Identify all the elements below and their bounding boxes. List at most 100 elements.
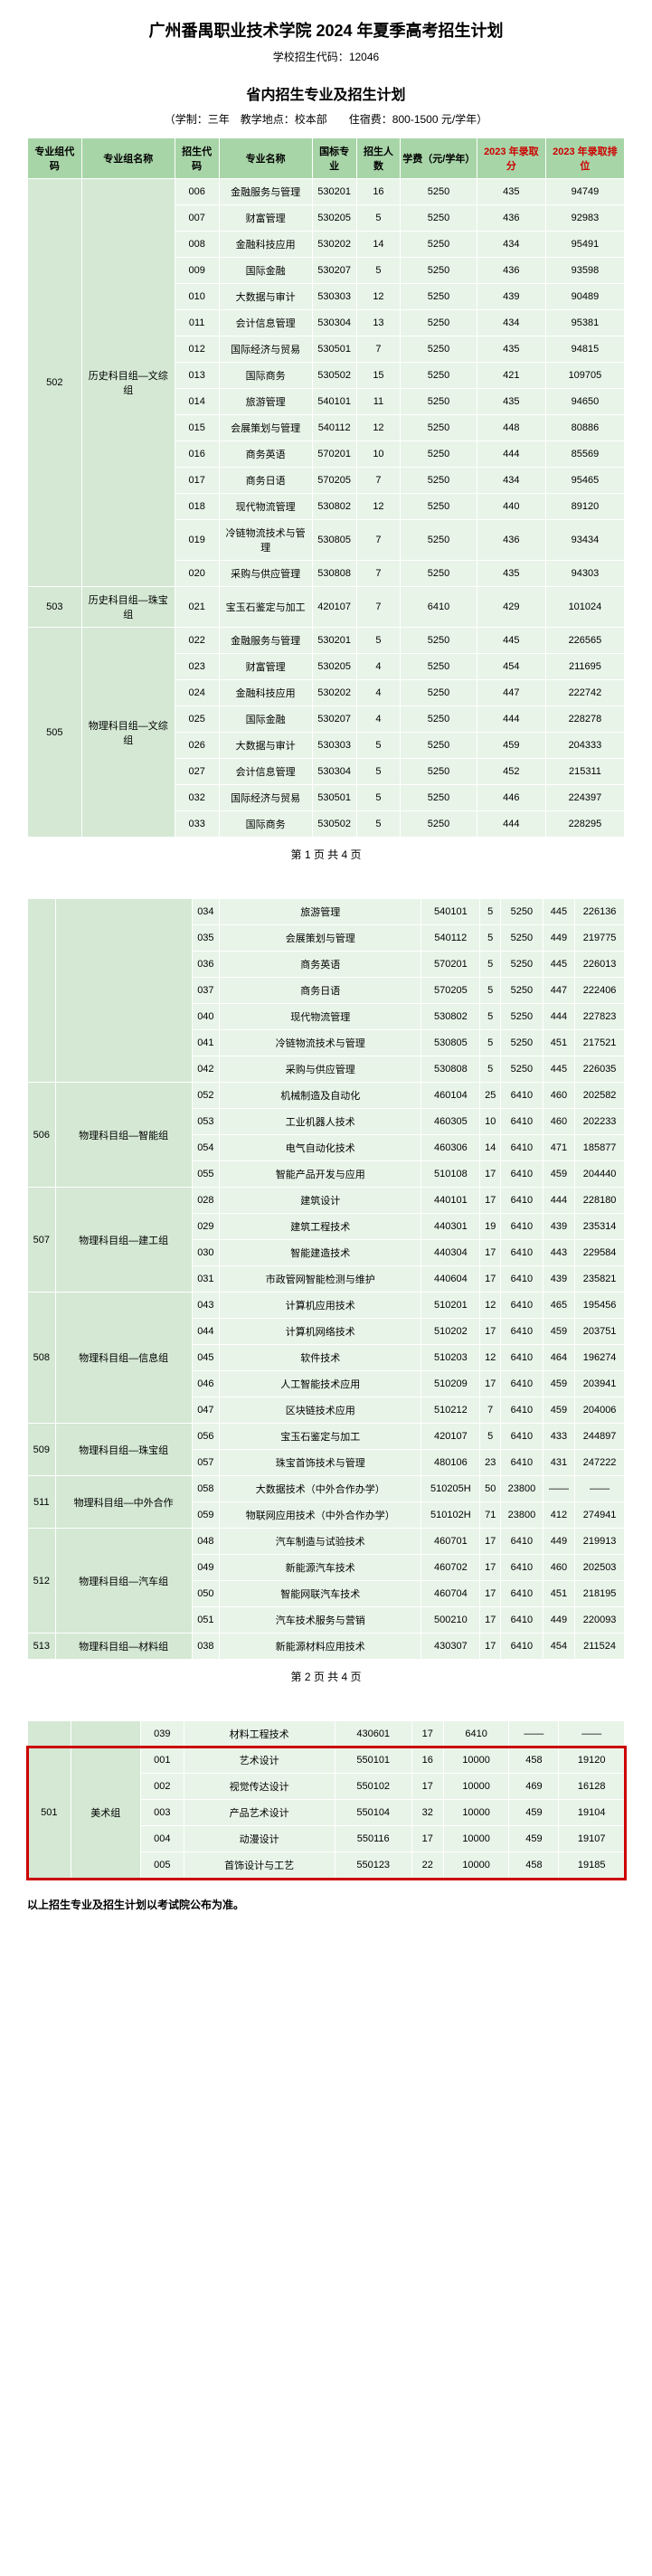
- cell: 50: [480, 1476, 501, 1502]
- cell: 14: [356, 232, 401, 258]
- cell: 5: [480, 1056, 501, 1083]
- cell: 5: [356, 733, 401, 759]
- cell: 冷链物流技术与管理: [220, 1030, 421, 1056]
- cell: 艺术设计: [184, 1747, 335, 1774]
- cell: 7: [356, 468, 401, 494]
- cell: 5250: [401, 310, 477, 336]
- th-fee: 学费（元/学年）: [401, 138, 477, 179]
- cell: 530201: [312, 179, 356, 205]
- cell: 10000: [443, 1852, 509, 1879]
- cell: 5250: [401, 441, 477, 468]
- cell: 软件技术: [220, 1345, 421, 1371]
- group-name-cell: 物理科目组—文综组: [81, 628, 175, 838]
- cell: 7: [356, 336, 401, 363]
- cell: 460104: [421, 1083, 480, 1109]
- cell: 440304: [421, 1240, 480, 1266]
- cell: 530201: [312, 628, 356, 654]
- cell: 458: [509, 1852, 559, 1879]
- page-3: 039材料工程技术430601176410———— 501美术组001艺术设计5…: [0, 1702, 652, 1888]
- cell: 006: [175, 179, 219, 205]
- cell: 202233: [575, 1109, 625, 1135]
- table-row: 039材料工程技术430601176410————: [28, 1721, 625, 1747]
- cell: 480106: [421, 1450, 480, 1476]
- cell: 204006: [575, 1397, 625, 1424]
- cell: 7: [356, 520, 401, 561]
- cell: 034: [192, 899, 220, 925]
- cell: 6410: [501, 1555, 543, 1581]
- cell: 区块链技术应用: [220, 1397, 421, 1424]
- cell: 037: [192, 978, 220, 1004]
- cell: 国际商务: [219, 811, 312, 838]
- cell: 222406: [575, 978, 625, 1004]
- cell: 94815: [545, 336, 624, 363]
- cell: 019: [175, 520, 219, 561]
- cell: 436: [477, 205, 545, 232]
- cell: 17: [480, 1555, 501, 1581]
- cell: 204440: [575, 1161, 625, 1188]
- cell: 93434: [545, 520, 624, 561]
- cell: 550102: [335, 1774, 411, 1800]
- cell: ——: [509, 1721, 559, 1747]
- cell: 530207: [312, 258, 356, 284]
- cell: 412: [543, 1502, 574, 1529]
- cell: 530207: [312, 706, 356, 733]
- meta-line: （学制：三年 教学地点：校本部 住宿费：800-1500 元/学年）: [27, 111, 625, 127]
- cell: 大数据与审计: [219, 284, 312, 310]
- cell: 5: [356, 258, 401, 284]
- cell: 5250: [401, 628, 477, 654]
- th-major: 专业名称: [219, 138, 312, 179]
- group-code-cell: 505: [28, 628, 82, 838]
- cell: 国际金融: [219, 258, 312, 284]
- cell: 宝玉石鉴定与加工: [219, 587, 312, 628]
- cell: 550101: [335, 1747, 411, 1774]
- cell: 550123: [335, 1852, 411, 1879]
- cell: 530205: [312, 205, 356, 232]
- cell: 452: [477, 759, 545, 785]
- cell: 043: [192, 1293, 220, 1319]
- cell: 047: [192, 1397, 220, 1424]
- cell: 17: [480, 1607, 501, 1634]
- cell: 5: [356, 759, 401, 785]
- cell: 530802: [312, 494, 356, 520]
- cell: 17: [480, 1529, 501, 1555]
- cell: ——: [559, 1721, 625, 1747]
- cell: 460305: [421, 1109, 480, 1135]
- cell: 6410: [501, 1188, 543, 1214]
- cell: 6410: [501, 1109, 543, 1135]
- cell: 建筑设计: [220, 1188, 421, 1214]
- cell: 440604: [421, 1266, 480, 1293]
- cell: 057: [192, 1450, 220, 1476]
- cell: 商务英语: [220, 952, 421, 978]
- cell: 6410: [501, 1083, 543, 1109]
- cell: 008: [175, 232, 219, 258]
- cell: 510102H: [421, 1502, 480, 1529]
- cell: 90489: [545, 284, 624, 310]
- cell: 219775: [575, 925, 625, 952]
- cell: 6410: [501, 1371, 543, 1397]
- pager-2: 第 2 页 共 4 页: [27, 1660, 625, 1693]
- cell: 439: [477, 284, 545, 310]
- cell: 5: [480, 952, 501, 978]
- cell: 71: [480, 1502, 501, 1529]
- cell: 016: [175, 441, 219, 468]
- cell: 421: [477, 363, 545, 389]
- pager-1: 第 1 页 共 4 页: [27, 838, 625, 871]
- th-rank: 2023 年录取排位: [545, 138, 624, 179]
- group-code-cell: 512: [28, 1529, 56, 1634]
- table-row: 034旅游管理54010155250445226136: [28, 899, 625, 925]
- cell: 448: [477, 415, 545, 441]
- cell: 053: [192, 1109, 220, 1135]
- cell: 196274: [575, 1345, 625, 1371]
- cell: 550104: [335, 1800, 411, 1826]
- cell: 530502: [312, 363, 356, 389]
- cell: 460: [543, 1109, 574, 1135]
- cell: 5250: [501, 1056, 543, 1083]
- cell: 445: [543, 1056, 574, 1083]
- cell: 17: [411, 1721, 443, 1747]
- cell: 440101: [421, 1188, 480, 1214]
- cell: 10000: [443, 1800, 509, 1826]
- cell: 444: [543, 1188, 574, 1214]
- cell: 5250: [401, 179, 477, 205]
- cell: 226035: [575, 1056, 625, 1083]
- cell: 436: [477, 258, 545, 284]
